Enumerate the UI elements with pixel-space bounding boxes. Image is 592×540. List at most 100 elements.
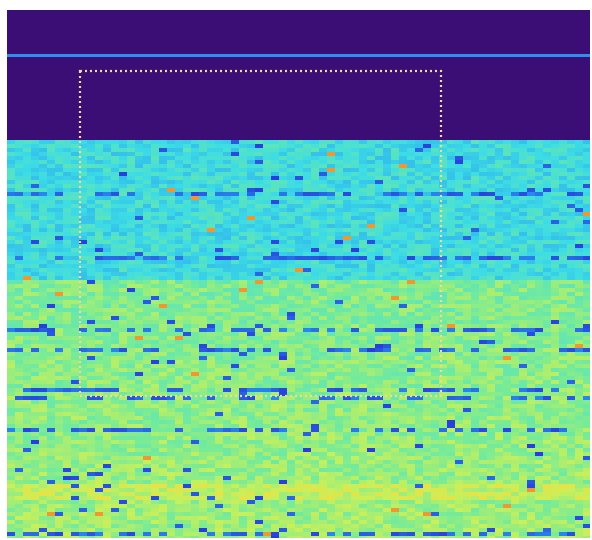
heatmap-cell [527,400,535,404]
heatmap-cell [127,212,135,216]
heatmap-cell [31,180,39,184]
heatmap-cell [487,156,495,160]
heatmap-cell [335,388,343,392]
heatmap-cell [471,196,479,200]
heatmap-cell [559,216,567,220]
heatmap-cell [399,196,407,200]
heatmap-cell [175,256,183,260]
heatmap-cell [63,392,71,396]
heatmap-cell [359,184,367,188]
heatmap-cell [143,316,151,320]
heatmap-cell [31,312,39,316]
heatmap-cell [263,356,271,360]
heatmap-cell [23,140,31,144]
heatmap-cell [47,388,55,392]
heatmap-cell [63,316,71,320]
heatmap-cell [127,328,135,332]
heatmap-cell [15,156,23,160]
heatmap-cell [319,196,327,200]
heatmap-cell [583,252,590,256]
heatmap-cell [287,152,295,156]
heatmap-cell [511,408,519,412]
heatmap-cell [279,276,287,280]
heatmap-cell [359,304,367,308]
heatmap-cell [223,296,231,300]
heatmap-cell [207,316,215,320]
heatmap-cell [559,184,567,188]
heatmap-cell [543,312,551,316]
heatmap-cell [63,236,71,240]
heatmap-cell [191,332,199,336]
heatmap-cell [431,256,439,260]
heatmap-cell [295,180,303,184]
heatmap-cell [367,260,375,264]
heatmap-cell [183,244,191,248]
heatmap-cell [263,156,271,160]
heatmap-cell [71,156,79,160]
heatmap-cell [127,356,135,360]
heatmap-cell [135,272,143,276]
heatmap-cell [527,184,535,188]
heatmap-cell [575,184,583,188]
heatmap-cell [143,408,151,412]
heatmap-cell [375,208,383,212]
heatmap-cell [7,256,15,260]
heatmap-cell [167,300,175,304]
heatmap-cell [439,296,447,300]
heatmap-cell [559,196,567,200]
heatmap-cell [399,316,407,320]
heatmap-cell [463,204,471,208]
heatmap-cell [223,348,231,352]
heatmap-cell [535,252,543,256]
heatmap-cell [455,180,463,184]
heatmap-cell [255,164,263,168]
heatmap-cell [527,340,535,344]
heatmap-cell [511,140,519,144]
heatmap-cell [543,376,551,380]
heatmap-cell [575,360,583,364]
heatmap-cell [351,336,359,340]
heatmap-cell [511,352,519,356]
heatmap-cell [135,320,143,324]
heatmap-cell [343,216,351,220]
heatmap-cell [487,356,495,360]
heatmap-cell [383,172,391,176]
heatmap-cell [487,348,495,352]
heatmap-cell [471,208,479,212]
heatmap-cell [303,148,311,152]
heatmap-cell [215,228,223,232]
heatmap-cell [375,212,383,216]
heatmap-cell [103,412,111,416]
heatmap-cell [359,272,367,276]
heatmap-cell [15,372,23,376]
heatmap-cell [111,412,119,416]
heatmap-cell [351,252,359,256]
heatmap-cell [247,284,255,288]
heatmap-cell [343,264,351,268]
heatmap-cell [383,272,391,276]
heatmap-cell [55,256,63,260]
heatmap-cell [239,392,247,396]
heatmap-cell [63,152,71,156]
heatmap-cell [375,344,383,348]
heatmap-cell [183,408,191,412]
heatmap-cell [423,372,431,376]
heatmap-cell [319,336,327,340]
heatmap-cell [383,148,391,152]
heatmap-cell [255,380,263,384]
heatmap-cell [215,152,223,156]
heatmap-cell [151,392,159,396]
heatmap-cell [223,376,231,380]
heatmap-cell [87,376,95,380]
heatmap-cell [263,188,271,192]
heatmap-cell [111,292,119,296]
heatmap-cell [79,204,87,208]
heatmap-cell [559,280,567,284]
heatmap-cell [135,296,143,300]
heatmap-cell [439,196,447,200]
heatmap-cell [111,196,119,200]
heatmap-cell [399,228,407,232]
heatmap-cell [223,312,231,316]
heatmap-cell [455,228,463,232]
heatmap-cell [535,388,543,392]
